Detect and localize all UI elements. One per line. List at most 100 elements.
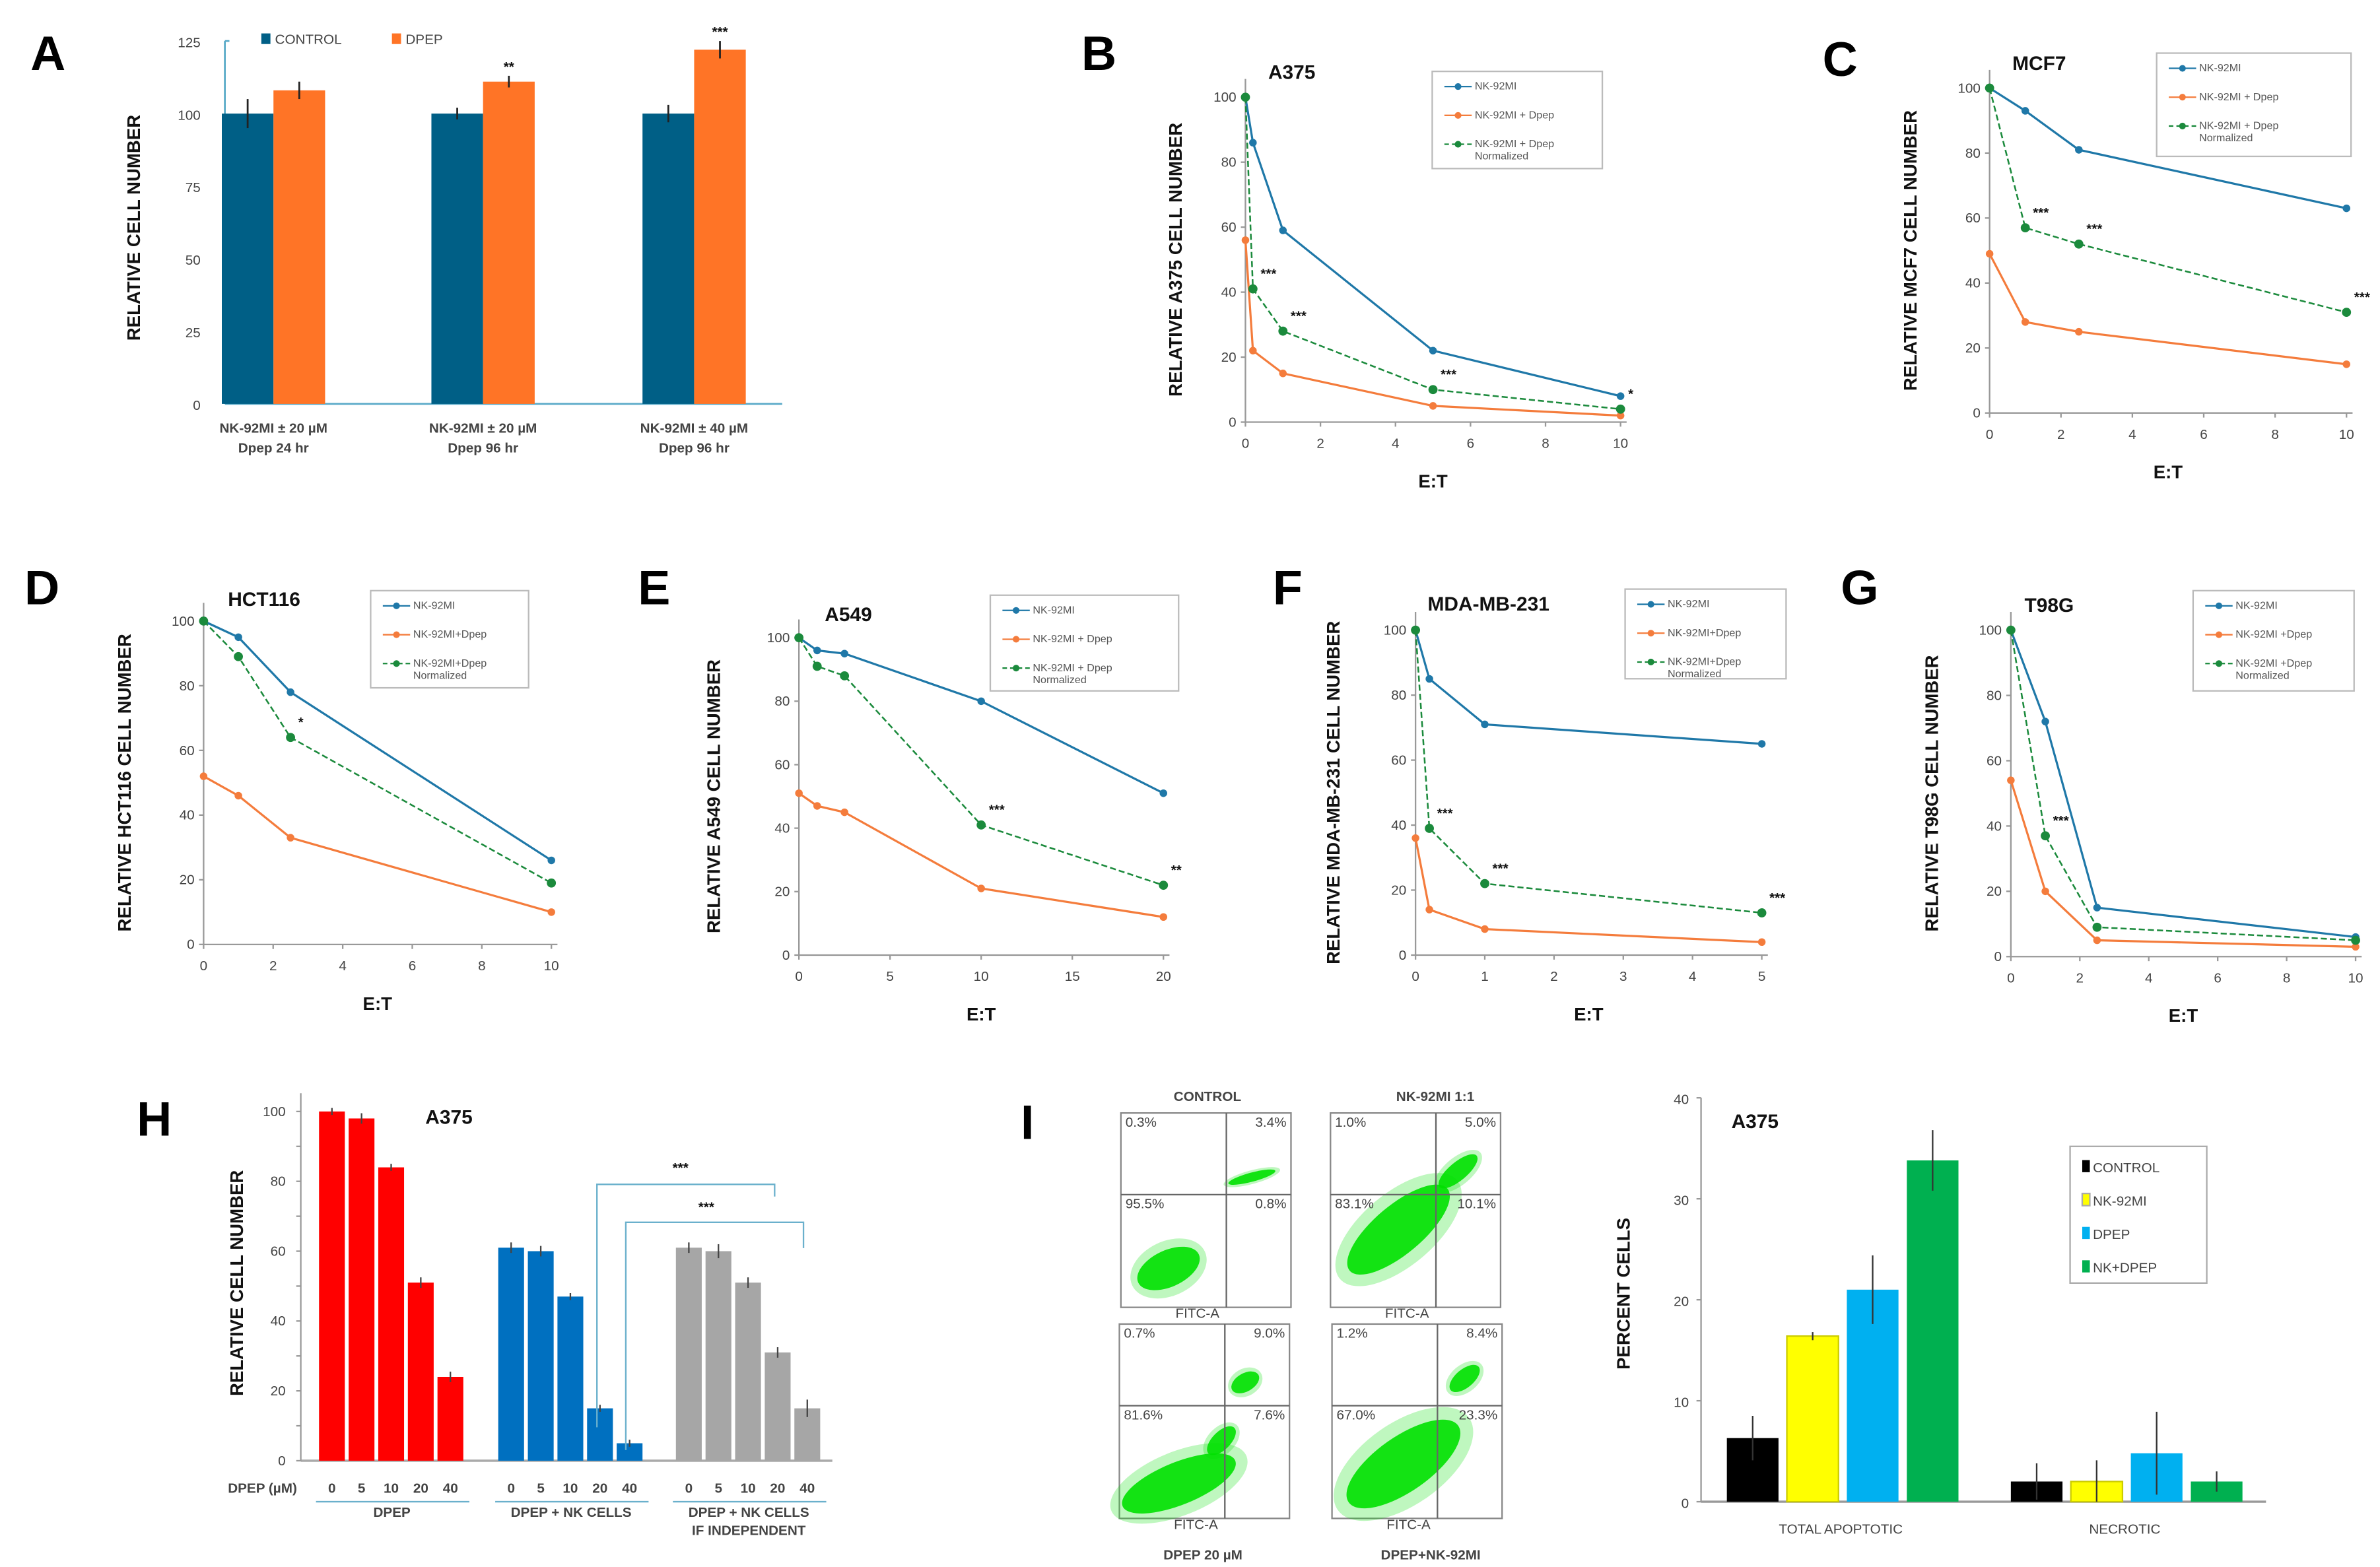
y-tick-label: 0 — [1994, 949, 2002, 964]
legend-marker — [1454, 112, 1462, 119]
bar — [735, 1283, 761, 1461]
legend-marker — [1013, 607, 1020, 614]
y-axis-label: RELATIVE CELL NUMBER — [226, 1170, 247, 1396]
legend-marker — [1013, 665, 1020, 672]
x-category-label: Dpep 24 hr — [238, 441, 309, 456]
legend-marker — [1647, 601, 1654, 608]
y-axis-label: RELATIVE A549 CELL NUMBER — [704, 659, 724, 933]
normalized-line — [1244, 97, 1621, 411]
legend-marker — [2215, 660, 2223, 667]
panel-c-chart: 0 20 40 60 80 100 0 2 4 6 8 10 MCF7 E:T RELATIVE MCF7 … — [1900, 52, 2371, 483]
x-tick-label: 3 — [1619, 969, 1627, 984]
legend-label: NK-92MI — [1033, 604, 1075, 616]
legend-label: NK-92MI — [2199, 62, 2241, 74]
x-tick-label: 0 — [1242, 436, 1250, 451]
legend-label: DPEP — [405, 32, 442, 48]
y-tick-label: 25 — [186, 325, 201, 341]
nk92mi-line — [1414, 630, 1762, 745]
x-tick-label: 8 — [1542, 436, 1549, 451]
legend-swatch — [391, 33, 401, 44]
dose-tick-label: 5 — [358, 1481, 366, 1496]
y-tick-label: 80 — [774, 694, 790, 709]
legend-label: Normalized — [1475, 150, 1528, 162]
data-point — [2021, 318, 2029, 326]
significance-stars: *** — [2033, 205, 2049, 220]
data-point — [840, 650, 848, 657]
flow-x-axis-label: FITC-A — [1386, 1517, 1431, 1532]
chart-title: A375 — [425, 1106, 472, 1128]
data-point — [199, 616, 209, 626]
data-point — [1425, 675, 1433, 683]
y-tick-label: 40 — [180, 808, 195, 823]
dose-tick-label: 0 — [328, 1481, 336, 1496]
chart-title: HCT116 — [228, 589, 300, 611]
y-tick-label: 80 — [1221, 155, 1237, 170]
quadrant-ul-percent: 1.2% — [1336, 1326, 1367, 1341]
cell-population — [1449, 1364, 1480, 1393]
data-point — [1159, 913, 1167, 921]
legend-marker — [2179, 122, 2186, 129]
legend-label: NK-92MI — [1475, 81, 1517, 92]
bar-dpep — [1847, 1289, 1899, 1502]
nk92mi-dpep-line — [1414, 838, 1762, 943]
bar — [437, 1376, 463, 1461]
y-tick-label: 100 — [767, 630, 790, 646]
x-category-label: NK-92MI ± 40 µM — [640, 421, 749, 436]
data-point — [840, 671, 850, 681]
x-category-label: NECROTIC — [2089, 1521, 2160, 1537]
y-tick-label: 100 — [1979, 623, 2002, 638]
y-tick-label: 60 — [774, 757, 790, 772]
data-point — [1411, 625, 1421, 635]
y-tick-label: 0 — [278, 1453, 286, 1469]
data-point — [813, 646, 821, 655]
bar-dpep — [273, 90, 325, 404]
legend-label: NK-92MI — [1668, 598, 1710, 610]
flow-x-axis-label: FITC-A — [1385, 1306, 1429, 1321]
legend-marker — [393, 631, 400, 638]
y-tick-label: 100 — [1384, 623, 1407, 638]
cell-population — [1122, 1453, 1236, 1514]
y-tick-label: 60 — [1391, 752, 1406, 768]
legend-marker — [1454, 83, 1462, 90]
dose-tick-label: 40 — [799, 1481, 815, 1496]
y-tick-label: 100 — [263, 1104, 286, 1119]
legend-marker — [393, 602, 400, 609]
significance-stars: *** — [712, 24, 728, 40]
normalized-line — [203, 620, 552, 884]
x-tick-label: 10 — [1613, 436, 1628, 451]
data-point — [1481, 720, 1489, 729]
y-axis-label: RELATIVE T98G CELL NUMBER — [1921, 655, 1942, 931]
normalized-line — [798, 637, 1164, 886]
bar — [557, 1296, 584, 1461]
legend-label: NK-92MI + Dpep — [1033, 662, 1112, 674]
x-tick-label: 10 — [544, 958, 559, 974]
nk92mi-line — [2010, 630, 2356, 939]
data-point — [2092, 922, 2102, 932]
y-tick-label: 20 — [1221, 350, 1237, 365]
legend-label: Normalized — [1668, 668, 1721, 680]
flow-plot: 0.3% 3.4% 95.5% 0.8% FITC-A CONTROL — [1120, 1089, 1292, 1321]
x-tick-label: 6 — [2214, 970, 2222, 985]
legend-label: NK-92MI + Dpep — [2199, 91, 2278, 103]
x-tick-label: 0 — [200, 958, 208, 974]
y-tick-label: 0 — [193, 398, 201, 413]
legend-marker — [1647, 630, 1654, 637]
chart-title: A375 — [1268, 62, 1315, 84]
quadrant-ll-percent: 81.6% — [1124, 1407, 1163, 1422]
flow-plot-title: DPEP+NK-92MI — [1381, 1547, 1481, 1562]
y-tick-label: 20 — [1674, 1294, 1689, 1309]
bar — [319, 1111, 345, 1461]
data-point — [813, 802, 821, 810]
y-axis-label: RELATIVE MDA-MB-231 CELL NUMBER — [1323, 621, 1343, 964]
y-axis-label: RELATIVE HCT116 CELL NUMBER — [114, 634, 135, 931]
data-point — [1425, 824, 1434, 833]
panel-d-chart: 0 20 40 60 80 100 0 2 4 6 8 10 HCT116 E:T RELATIVE HCT… — [114, 589, 559, 1014]
data-point — [977, 884, 985, 892]
data-point — [234, 651, 243, 661]
y-axis-label: RELATIVE A375 CELL NUMBER — [1165, 123, 1186, 397]
chart-title: MCF7 — [2012, 53, 2066, 75]
data-point — [1279, 369, 1287, 378]
data-point — [1159, 789, 1167, 797]
x-tick-label: 6 — [2200, 427, 2208, 442]
quadrant-ul-percent: 0.3% — [1126, 1115, 1157, 1130]
